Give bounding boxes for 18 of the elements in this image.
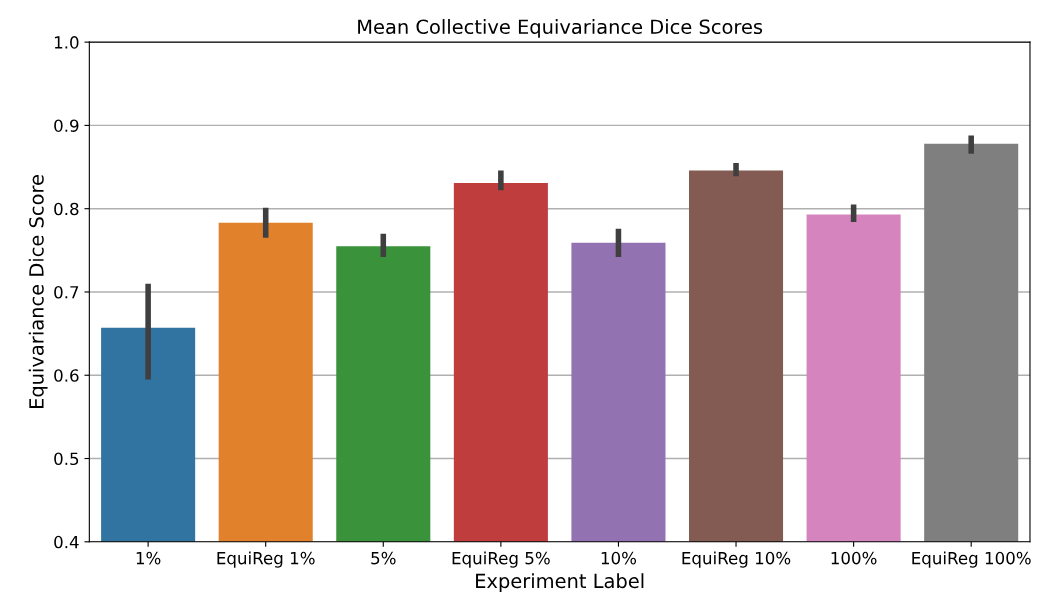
y-tick-label: 0.4 [54,535,79,549]
x-tick-label: 10% [601,551,637,565]
y-tick-label: 0.7 [54,285,79,299]
x-tick-label: 5% [371,551,396,565]
x-tick-label: 1% [136,551,161,565]
y-tick-label: 0.5 [54,452,79,466]
y-tick-label: 0.9 [54,119,79,132]
x-tick-label: 100% [831,551,877,565]
x-tick-label: EquiReg 10% [682,551,791,568]
y-axis-title: Equivariance Dice Score [28,175,48,409]
y-tick-label: 0.8 [54,202,79,216]
x-tick-label: EquiReg 1% [217,551,315,568]
x-axis-title: Experiment Label [476,573,644,593]
chart-title: Mean Collective Equivariance Dice Scores [358,19,763,38]
x-tick-label: EquiReg 5% [452,551,550,568]
y-tick-label: 1.0 [54,36,79,49]
y-tick-label: 0.6 [54,369,79,382]
x-tick-label: EquiReg 100% [912,551,1031,568]
